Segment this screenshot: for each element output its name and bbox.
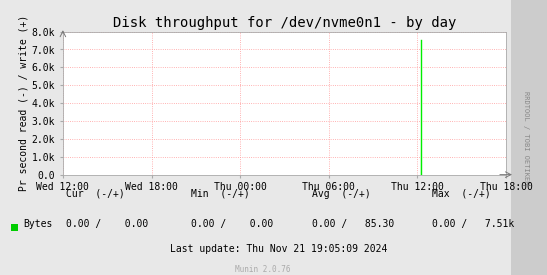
Text: Cur  (-/+): Cur (-/+): [66, 189, 124, 199]
Text: Munin 2.0.76: Munin 2.0.76: [235, 265, 290, 274]
Text: Min  (-/+): Min (-/+): [191, 189, 250, 199]
Text: 0.00 /   7.51k: 0.00 / 7.51k: [432, 219, 514, 229]
Title: Disk throughput for /dev/nvme0n1 - by day: Disk throughput for /dev/nvme0n1 - by da…: [113, 16, 456, 31]
Text: Bytes: Bytes: [23, 219, 53, 229]
Text: Last update: Thu Nov 21 19:05:09 2024: Last update: Thu Nov 21 19:05:09 2024: [170, 244, 388, 254]
Text: RRDTOOL / TOBI OETIKER: RRDTOOL / TOBI OETIKER: [523, 91, 528, 184]
Y-axis label: Pr second read (-) / write (+): Pr second read (-) / write (+): [19, 15, 29, 191]
Text: 0.00 /    0.00: 0.00 / 0.00: [66, 219, 148, 229]
Text: 0.00 /   85.30: 0.00 / 85.30: [312, 219, 394, 229]
Text: Max  (-/+): Max (-/+): [432, 189, 491, 199]
Text: 0.00 /    0.00: 0.00 / 0.00: [191, 219, 274, 229]
Text: Avg  (-/+): Avg (-/+): [312, 189, 370, 199]
